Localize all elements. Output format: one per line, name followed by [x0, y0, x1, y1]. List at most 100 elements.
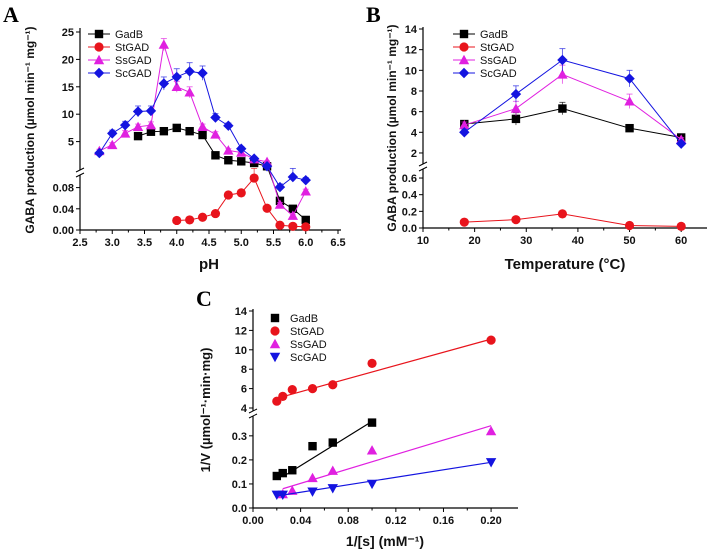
x-tick-label: 6.5	[330, 237, 345, 249]
y-axis-label-b: GABA production (µmol min⁻¹ mg⁻¹)	[385, 24, 399, 231]
data-point	[248, 153, 260, 164]
data-point	[624, 73, 635, 84]
data-point	[485, 458, 497, 468]
x-tick-label: 30	[520, 235, 532, 247]
legend-marker	[94, 42, 104, 52]
series-stgad	[172, 167, 311, 232]
data-point	[132, 121, 144, 132]
legend-marker	[459, 42, 469, 52]
data-point	[224, 156, 233, 165]
data-point	[328, 380, 338, 390]
series-scgad	[94, 62, 311, 193]
data-point	[249, 173, 259, 183]
y-tick-label-upper: 14	[235, 306, 248, 318]
data-point	[172, 123, 181, 133]
legend-label: GadB	[115, 29, 143, 41]
y-tick-label-lower: 0.1	[232, 479, 247, 491]
data-point	[211, 151, 220, 160]
fit-line	[282, 420, 373, 478]
data-point	[624, 96, 635, 106]
axis-break-mark	[418, 161, 428, 167]
x-tick-label: 0.16	[433, 515, 454, 527]
y-tick-label-upper: 20	[62, 54, 74, 66]
data-point	[184, 66, 195, 77]
data-point	[328, 438, 337, 447]
data-point	[274, 199, 286, 209]
data-point	[146, 127, 156, 136]
data-point	[288, 221, 298, 231]
data-point	[262, 203, 272, 213]
data-point	[210, 208, 221, 219]
data-point	[367, 418, 377, 427]
x-axis-label-c: 1/[s] (mM⁻¹)	[346, 533, 424, 549]
data-point	[119, 128, 131, 138]
x-tick-label: 0.20	[480, 515, 501, 527]
data-point	[288, 204, 298, 213]
data-point	[510, 88, 522, 100]
data-point	[210, 112, 221, 123]
data-point	[159, 126, 169, 136]
series-line	[464, 108, 682, 138]
x-tick-label: 3.5	[137, 237, 152, 249]
data-point	[459, 119, 470, 130]
x-tick-label: 0.12	[385, 515, 406, 527]
series-scgad	[271, 458, 497, 500]
legend-label: GadB	[290, 313, 318, 325]
data-point	[197, 212, 208, 222]
data-point	[107, 128, 118, 139]
data-point	[197, 121, 208, 132]
data-point	[676, 221, 686, 231]
legend-marker	[94, 29, 104, 39]
data-point	[511, 215, 521, 225]
legend-marker	[93, 54, 105, 65]
x-axis-label-b: Temperature (°C)	[505, 256, 626, 273]
legend-marker	[93, 67, 105, 79]
data-point	[272, 471, 282, 481]
data-point	[625, 123, 634, 133]
data-point	[277, 490, 288, 500]
legend-label: SsGAD	[480, 55, 517, 67]
y-axis-label-a: GABA production (µmol min⁻¹ mg⁻¹)	[23, 26, 37, 233]
x-tick-label: 20	[469, 235, 481, 247]
y-tick-label-upper: 4	[411, 127, 418, 139]
data-point	[287, 384, 297, 395]
y-tick-label-upper: 2	[411, 148, 417, 160]
legend-label: GadB	[480, 29, 508, 41]
data-point	[366, 445, 378, 455]
data-point	[171, 71, 182, 83]
data-point	[558, 104, 567, 113]
axis-break-mark	[248, 413, 258, 419]
legend-marker	[459, 29, 469, 39]
data-point	[459, 217, 469, 227]
y-tick-label-upper: 5	[68, 137, 74, 149]
data-point	[308, 441, 317, 451]
data-point	[145, 119, 157, 130]
series-line	[176, 177, 306, 228]
panel-b-plot: 10 20 30 40 50 60 2 4 6 8 10 12 14 0.0 0.2 0.4 0.6 GadBSt…	[402, 24, 707, 247]
data-point	[223, 120, 234, 131]
axis-break-mark	[75, 167, 85, 173]
data-point	[557, 209, 568, 219]
series-stgad	[459, 209, 686, 231]
data-point	[198, 130, 207, 140]
panel-c-plot: 0.00 0.04 0.08 0.12 0.16 0.20 4 6 8 10 12 14 0.0 0.1 0…	[232, 306, 518, 527]
x-tick-label: 5.5	[266, 237, 281, 249]
data-point	[459, 127, 470, 138]
y-tick-label-lower: 0.0	[402, 223, 417, 235]
x-tick-label: 0.08	[338, 515, 359, 527]
series-gadb	[272, 418, 377, 481]
panel-label-a: A	[3, 2, 19, 27]
panel-a-plot: 2.5 3.0 3.5 4.0 4.5 5.0 5.5 6.0 6.5 5 10 15 20 25 0.00…	[53, 27, 346, 249]
legend-label: ScGAD	[115, 68, 152, 80]
x-tick-label: 50	[623, 235, 635, 247]
legend-label: SsGAD	[290, 339, 327, 351]
data-point	[237, 157, 246, 166]
series-scgad	[459, 48, 687, 149]
data-point	[557, 69, 568, 79]
legend-marker	[269, 338, 281, 349]
series-gadb	[133, 123, 310, 225]
data-point	[510, 103, 522, 113]
y-axis-label-c: 1/V (µmol⁻¹·min·mg)	[198, 348, 213, 473]
data-point	[184, 87, 195, 97]
